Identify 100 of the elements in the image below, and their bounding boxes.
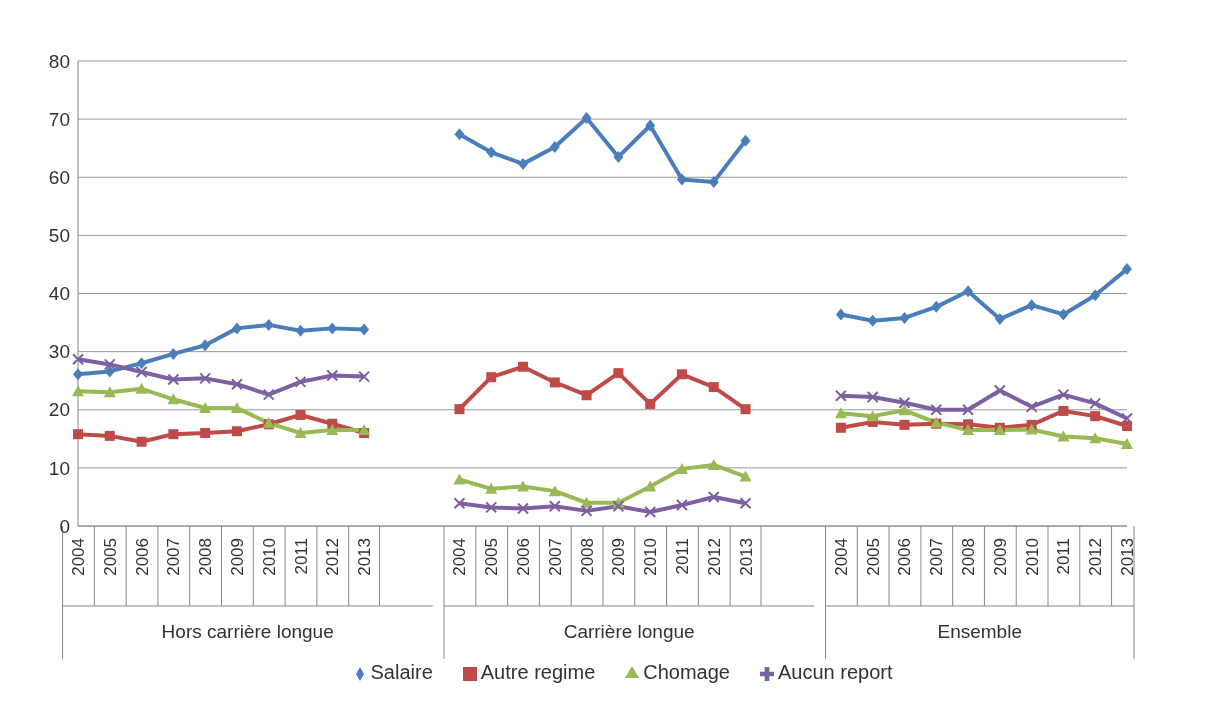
x-tick-label: 2006 (132, 538, 152, 576)
x-tick-label: 2004 (831, 538, 851, 576)
point (994, 313, 1005, 326)
point (676, 369, 687, 380)
point (262, 388, 275, 401)
point (231, 426, 242, 437)
y-tick-label: 0 (59, 515, 70, 537)
point (485, 482, 498, 494)
x-tick-label: 2013 (736, 538, 756, 576)
point (200, 339, 211, 352)
point (231, 322, 242, 335)
point (581, 390, 592, 401)
point (1121, 438, 1133, 450)
point (548, 500, 561, 513)
point (199, 402, 212, 414)
point (517, 480, 530, 492)
point (580, 504, 593, 517)
point (612, 500, 625, 513)
point (230, 378, 243, 391)
point (72, 353, 84, 366)
x-tick-label: 2012 (323, 538, 343, 576)
x-tick-label: 2008 (959, 538, 979, 576)
point (613, 150, 624, 163)
y-tick-label: 80 (48, 50, 70, 72)
point (740, 404, 751, 415)
point (73, 368, 83, 381)
point (136, 357, 147, 370)
x-tick-label: 2009 (609, 538, 629, 576)
point (548, 485, 561, 497)
x-tick-label: 2006 (514, 538, 534, 576)
point (1026, 299, 1037, 312)
point (453, 497, 466, 510)
point (73, 429, 83, 440)
x-tick-label: 2007 (927, 538, 947, 576)
y-tick-label: 70 (48, 108, 70, 130)
point (1121, 412, 1133, 425)
point (294, 375, 307, 388)
point (104, 430, 115, 441)
point (1058, 405, 1069, 416)
point (708, 382, 719, 393)
point (676, 173, 687, 186)
point (263, 318, 274, 331)
point (135, 382, 148, 394)
point (644, 506, 657, 519)
x-tick-label: 2005 (482, 538, 502, 576)
point (867, 314, 878, 327)
point (1025, 400, 1038, 413)
legend-label: Aucun report (777, 661, 893, 683)
point (835, 308, 846, 321)
point (168, 347, 179, 360)
legend-label: Chomage (643, 661, 730, 683)
text: Carrière longue (563, 621, 695, 642)
point (485, 501, 498, 514)
x-tick-label: 2009 (227, 538, 247, 576)
point (358, 424, 371, 436)
point (613, 368, 624, 379)
point (931, 300, 942, 313)
point (962, 424, 975, 436)
point (136, 436, 147, 447)
point (866, 390, 879, 403)
x-tick-label: 2011 (672, 538, 692, 575)
x-tick-label: 2006 (895, 538, 915, 576)
x-tick-label: 2007 (164, 538, 184, 576)
y-tick-label: 50 (48, 225, 70, 247)
point (739, 497, 752, 510)
point (898, 396, 911, 409)
x-tick-label: 2010 (259, 538, 279, 576)
point (103, 386, 116, 398)
point (1122, 421, 1132, 432)
point (1058, 308, 1069, 321)
text: Ensemble (937, 621, 1022, 642)
y-tick-label: 20 (48, 399, 70, 421)
point (518, 361, 529, 372)
x-tick-label: 2010 (641, 538, 661, 576)
point (707, 490, 720, 503)
point (295, 324, 306, 337)
point (675, 499, 688, 512)
point (898, 404, 911, 416)
point (1090, 289, 1101, 302)
point (1122, 263, 1132, 276)
point (581, 111, 592, 124)
x-tick-label: 2011 (1054, 538, 1074, 575)
point (359, 323, 370, 336)
point (517, 502, 530, 515)
point (230, 402, 243, 414)
y-tick-label: 60 (48, 166, 70, 188)
y-tick-label: 10 (48, 457, 70, 479)
point (135, 365, 148, 378)
point (930, 403, 943, 416)
point (1057, 430, 1070, 442)
point (644, 480, 657, 492)
point (963, 285, 974, 298)
x-tick-label: 2004 (450, 538, 470, 576)
x-tick-label: 2005 (100, 538, 120, 576)
point (326, 424, 339, 436)
point (167, 373, 180, 386)
point (834, 407, 847, 419)
y-tick-label: 40 (48, 283, 70, 305)
point (454, 128, 465, 141)
point (326, 369, 339, 382)
